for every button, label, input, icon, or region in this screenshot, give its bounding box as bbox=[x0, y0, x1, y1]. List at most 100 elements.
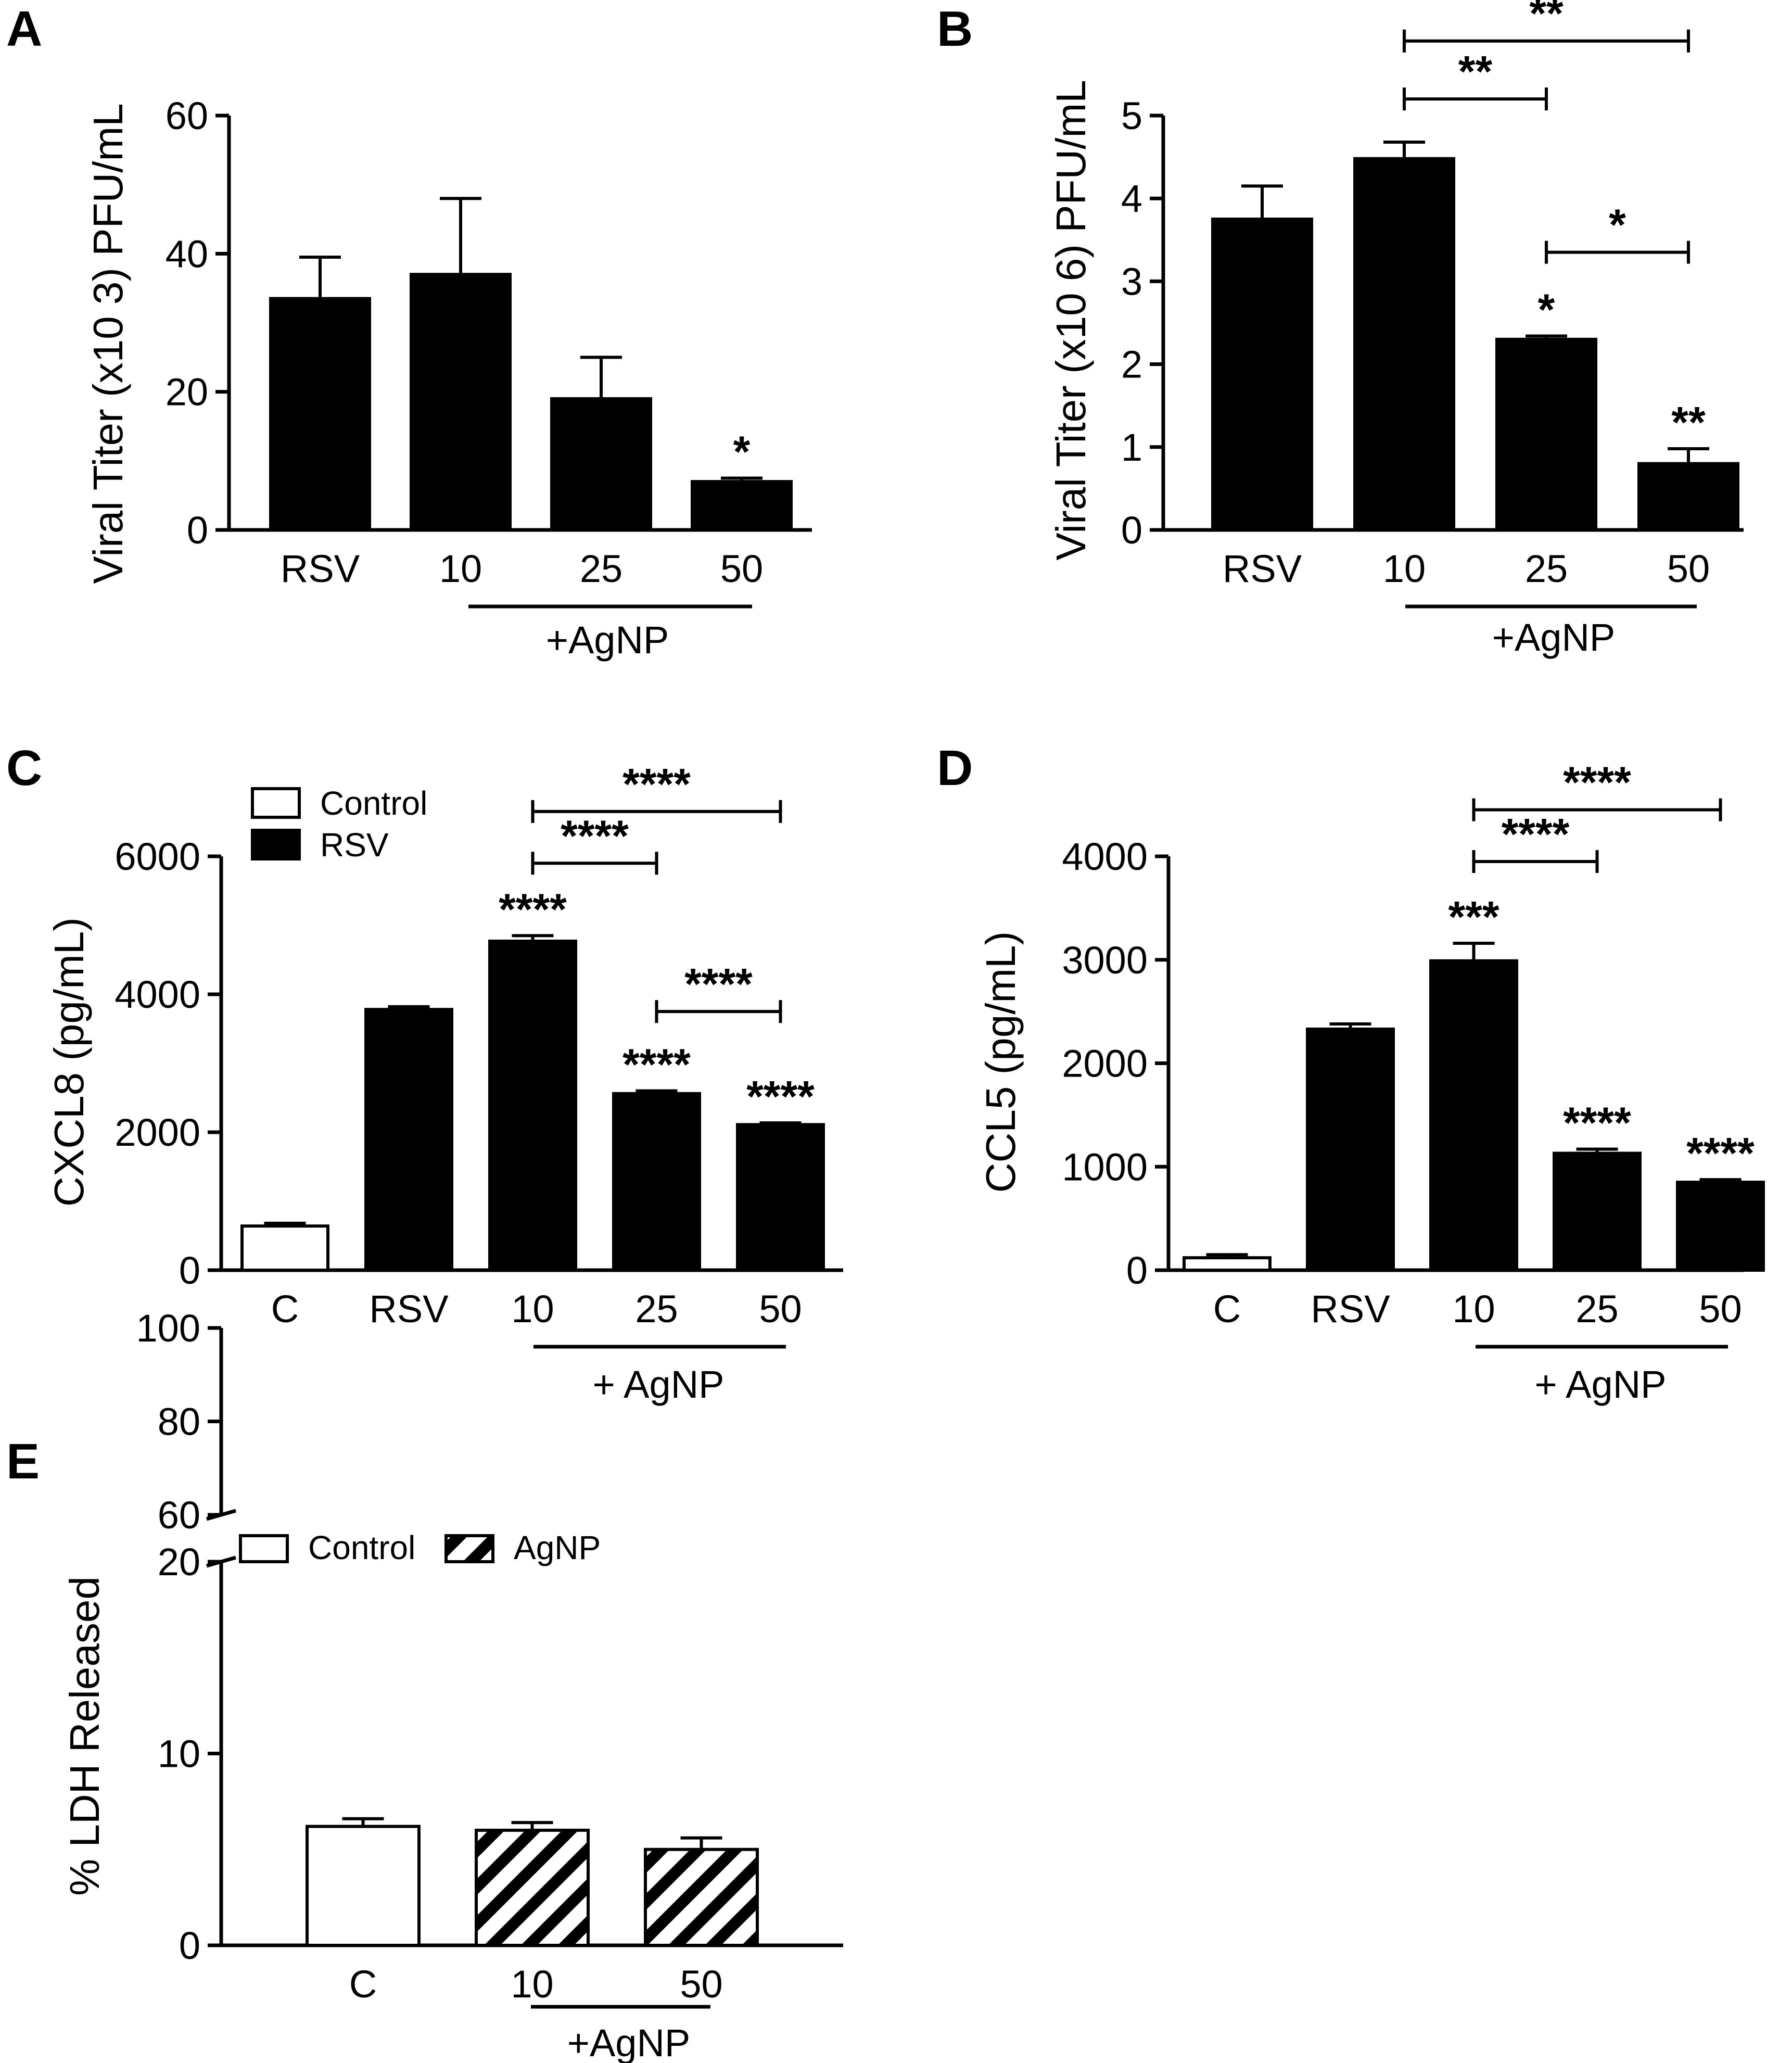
x-tick-label-c: 10 bbox=[511, 1287, 554, 1331]
bracket-label-c: **** bbox=[684, 959, 753, 1008]
bar-b bbox=[1637, 462, 1739, 532]
bar-a bbox=[269, 297, 371, 531]
bar-e bbox=[306, 1825, 421, 1947]
panel-d: D CCL5 (pg/mL) + AgNP 0 1000 2000 3000 4000 C… bbox=[937, 740, 1765, 1406]
x-tick-label-a: 50 bbox=[720, 547, 763, 590]
y-tick-label-b: 0 bbox=[1121, 509, 1142, 552]
bar-d bbox=[1183, 1256, 1272, 1272]
bar-b bbox=[1353, 157, 1455, 531]
x-tick-label-d: RSV bbox=[1311, 1287, 1390, 1331]
bar-d bbox=[1306, 1027, 1395, 1272]
x-tick-label-d: 10 bbox=[1452, 1287, 1495, 1331]
bracket-label-c: **** bbox=[622, 760, 691, 808]
bracket-label-d: **** bbox=[1502, 809, 1570, 858]
significance-star-d: *** bbox=[1448, 892, 1499, 941]
x-tick-label-a: RSV bbox=[281, 547, 360, 590]
y-tick-label-c: 0 bbox=[179, 1249, 200, 1292]
x-tick-label-a: 25 bbox=[580, 547, 622, 590]
panel-e: E % LDH Released +AgNP 60 80 100 0 10 20 C 10 50… bbox=[6, 1307, 843, 2063]
y-tick-label-c: 2000 bbox=[115, 1111, 200, 1154]
bracket-label-c: **** bbox=[561, 811, 629, 860]
y-tick-label-e: 80 bbox=[158, 1400, 200, 1444]
significance-star-d: **** bbox=[1686, 1129, 1755, 1178]
bar-a bbox=[550, 397, 652, 532]
y-tick-label-a: 40 bbox=[166, 232, 208, 275]
y-axis-title-b: Viral Titer (x10 6) PFU/mL bbox=[1048, 80, 1094, 560]
panel-label-e: E bbox=[6, 1434, 40, 1489]
bar-b bbox=[1211, 218, 1313, 531]
y-tick-label-d: 0 bbox=[1126, 1249, 1148, 1292]
legend-swatch-c bbox=[251, 829, 301, 860]
bracket-label-b: ** bbox=[1458, 47, 1493, 96]
y-tick-label-e: 10 bbox=[158, 1732, 200, 1776]
x-tick-label-e: C bbox=[349, 1963, 377, 2006]
y-tick-label-e: 100 bbox=[136, 1307, 200, 1350]
bracket-label-d: **** bbox=[1563, 758, 1631, 807]
bar-c bbox=[612, 1092, 701, 1272]
legend-label-c: Control bbox=[320, 784, 427, 822]
y-tick-label-c: 6000 bbox=[115, 835, 200, 878]
bar-a bbox=[691, 480, 793, 532]
x-tick-label-b: 10 bbox=[1383, 547, 1426, 590]
bar-a bbox=[410, 273, 512, 532]
y-tick-label-b: 5 bbox=[1121, 94, 1142, 137]
y-tick-label-d: 2000 bbox=[1062, 1042, 1148, 1085]
y-tick-label-e: 20 bbox=[158, 1540, 200, 1584]
bar-c bbox=[488, 939, 577, 1272]
y-axis-title-c: CXCL8 (pg/mL) bbox=[46, 917, 92, 1207]
panel-label-d: D bbox=[937, 740, 973, 796]
x-tick-label-d: 50 bbox=[1699, 1287, 1742, 1331]
group-label-d: + AgNP bbox=[1534, 1363, 1666, 1406]
y-tick-label-a: 60 bbox=[166, 94, 208, 137]
significance-star-b: * bbox=[1538, 285, 1555, 334]
significance-star-b: ** bbox=[1671, 398, 1706, 447]
bar-c bbox=[240, 1224, 329, 1272]
legend-label-c: RSV bbox=[320, 826, 389, 864]
y-tick-label-b: 4 bbox=[1121, 177, 1142, 220]
group-label-c: + AgNP bbox=[592, 1363, 724, 1406]
panel-b: B Viral Titer (x10 6) PFU/mL +AgNP 0 1 2 3 4… bbox=[937, 0, 1744, 659]
panel-a: A Viral Titer (x10 3) PFU/mL +AgNP 0 20 40… bbox=[6, 1, 812, 662]
bar-e bbox=[475, 1828, 590, 1947]
significance-star-c: **** bbox=[622, 1040, 691, 1089]
panel-label-a: A bbox=[6, 1, 42, 57]
panel-label-c: C bbox=[6, 740, 42, 796]
x-tick-label-c: C bbox=[271, 1287, 299, 1331]
legend-swatch-e bbox=[444, 1534, 494, 1563]
bracket-label-b: ** bbox=[1529, 0, 1564, 38]
y-tick-label-c: 4000 bbox=[115, 973, 200, 1016]
x-tick-label-d: 25 bbox=[1575, 1287, 1618, 1331]
significance-star-a: * bbox=[733, 427, 751, 476]
x-tick-label-c: 50 bbox=[759, 1287, 802, 1331]
bar-d bbox=[1429, 959, 1518, 1272]
x-tick-label-b: 50 bbox=[1667, 547, 1710, 590]
significance-star-d: **** bbox=[1563, 1098, 1631, 1147]
y-tick-label-b: 1 bbox=[1121, 426, 1142, 469]
y-tick-label-e: 0 bbox=[179, 1924, 200, 1967]
legend-swatch-e bbox=[239, 1534, 289, 1563]
x-tick-label-b: RSV bbox=[1223, 547, 1302, 590]
legend-swatch-c bbox=[251, 787, 301, 819]
y-tick-label-b: 2 bbox=[1121, 343, 1142, 386]
panel-c: C CXCL8 (pg/mL) + AgNP 0 2000 4000 6000 C RSV… bbox=[6, 740, 843, 1406]
y-tick-label-a: 0 bbox=[187, 509, 208, 552]
x-tick-label-c: RSV bbox=[369, 1287, 449, 1331]
legend-label-e: AgNP bbox=[514, 1529, 601, 1566]
y-tick-label-e: 60 bbox=[158, 1494, 200, 1537]
x-tick-label-b: 25 bbox=[1525, 547, 1568, 590]
x-tick-label-a: 10 bbox=[439, 547, 482, 590]
bar-e bbox=[644, 1847, 759, 1947]
y-tick-label-a: 20 bbox=[166, 371, 208, 414]
bracket-label-b: * bbox=[1609, 200, 1626, 249]
bar-d bbox=[1676, 1181, 1765, 1272]
group-label-e: +AgNP bbox=[567, 2021, 691, 2063]
x-tick-label-e: 50 bbox=[680, 1963, 722, 2006]
bar-b bbox=[1495, 337, 1597, 532]
legend-label-e: Control bbox=[308, 1529, 415, 1566]
x-tick-label-e: 10 bbox=[511, 1963, 553, 2006]
y-axis-title-a: Viral Titer (x10 3) PFU/mL bbox=[85, 103, 131, 584]
y-tick-label-d: 3000 bbox=[1062, 939, 1148, 982]
x-tick-label-d: C bbox=[1213, 1287, 1241, 1331]
bar-d bbox=[1553, 1151, 1642, 1272]
